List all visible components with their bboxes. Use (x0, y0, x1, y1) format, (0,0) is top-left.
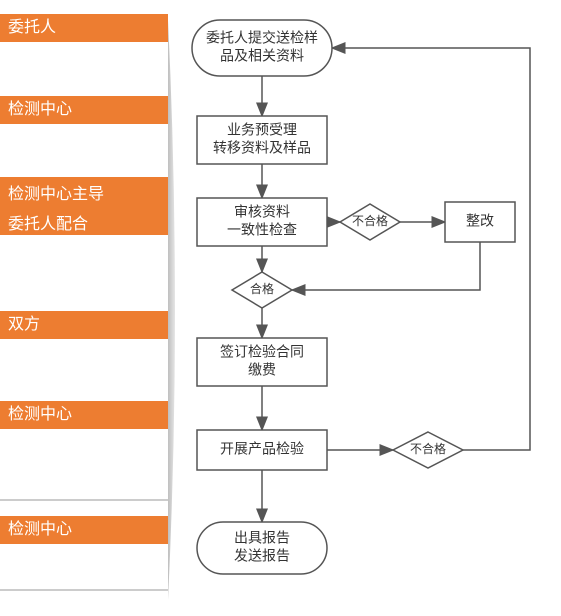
node-text: 品及相关资料 (220, 48, 304, 64)
flow-node-n6: 合格 (232, 272, 292, 308)
node-text: 缴费 (248, 362, 276, 378)
swimlane-label-text: 检测中心 (8, 520, 72, 538)
flow-node-n3: 审核资料一致性检查 (197, 198, 327, 246)
node-text: 不合格 (352, 213, 388, 228)
flow-node-n8: 开展产品检验 (197, 430, 327, 470)
node-text: 委托人提交送检样 (206, 30, 318, 46)
swimlane-label: 检测中心 (0, 401, 168, 429)
swimlane-label: 委托人 (0, 14, 168, 42)
node-text: 业务预受理 (227, 122, 297, 138)
flow-node-n7: 签订检验合同缴费 (197, 338, 327, 386)
swimlane-label-text: 检测中心 (8, 405, 72, 423)
swimlane-label-text: 委托人配合 (8, 215, 88, 233)
node-text: 开展产品检验 (220, 441, 304, 457)
swimlane-label-text: 检测中心主导 (8, 185, 104, 203)
sidebar-swimlane: 委托人检测中心检测中心主导委托人配合双方检测中心检测中心 (0, 14, 175, 600)
flowchart-diagram: 委托人检测中心检测中心主导委托人配合双方检测中心检测中心 委托人提交送检样品及相… (0, 0, 561, 616)
node-text: 审核资料 (234, 204, 290, 220)
flow-node-n4: 不合格 (340, 204, 400, 240)
swimlane-label-text: 检测中心 (8, 100, 72, 118)
node-text: 签订检验合同 (220, 344, 304, 360)
flow-node-n2: 业务预受理转移资料及样品 (197, 116, 327, 164)
flow-node-n5: 整改 (445, 202, 515, 242)
swimlane-label-text: 双方 (8, 315, 40, 333)
node-text: 整改 (466, 213, 494, 229)
node-text: 不合格 (410, 441, 446, 456)
flow-node-n9: 不合格 (393, 432, 463, 468)
node-text: 发送报告 (234, 548, 290, 564)
flow-nodes: 委托人提交送检样品及相关资料业务预受理转移资料及样品审核资料一致性检查不合格整改… (192, 20, 515, 574)
swimlane-label: 检测中心 (0, 516, 168, 544)
flow-node-n10: 出具报告发送报告 (197, 522, 327, 574)
node-text: 转移资料及样品 (213, 140, 311, 156)
flow-edge-feedback2 (332, 48, 530, 450)
swimlane-label: 检测中心 (0, 96, 168, 124)
node-text: 合格 (250, 281, 274, 296)
flow-edge-feedback1 (292, 242, 480, 290)
swimlane-label-text: 委托人 (8, 18, 56, 36)
swimlane-label: 双方 (0, 311, 168, 339)
node-text: 一致性检查 (227, 222, 297, 238)
swimlane-label: 检测中心主导委托人配合 (0, 177, 168, 235)
flow-node-n1: 委托人提交送检样品及相关资料 (192, 20, 332, 76)
node-text: 出具报告 (234, 530, 290, 546)
